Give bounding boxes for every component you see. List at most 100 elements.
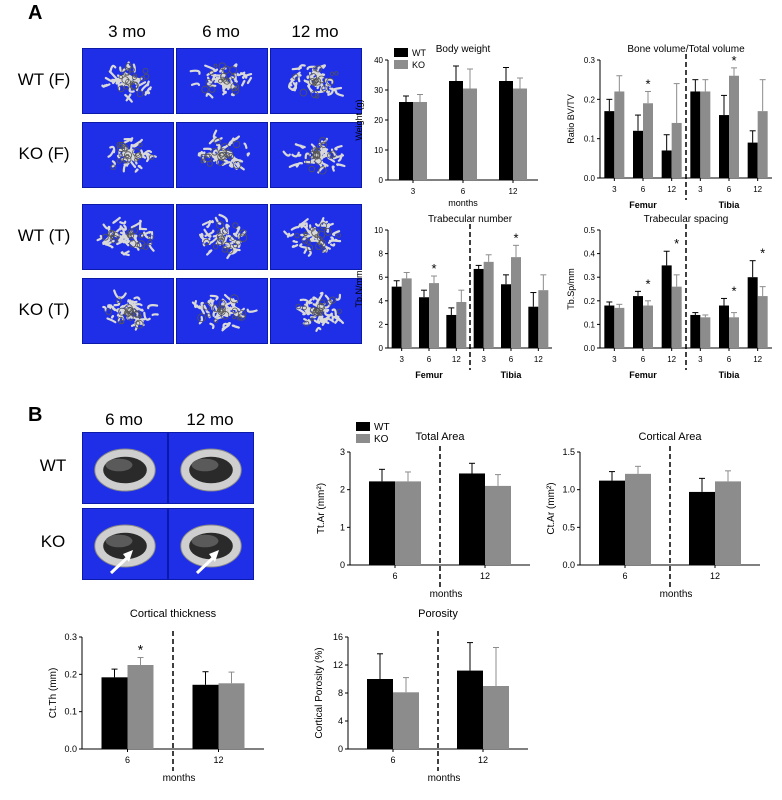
wt-bar xyxy=(457,670,483,749)
y-tick-label: 0.2 xyxy=(64,669,77,679)
x-tick-label: 12 xyxy=(213,755,223,765)
y-tick-label: 0.2 xyxy=(584,297,596,306)
wt-bar xyxy=(661,150,672,178)
panel-a-row-label: KO (F) xyxy=(18,144,70,163)
x-tick-label: 12 xyxy=(753,355,762,364)
ko-bar xyxy=(538,290,549,348)
x-tick-label: 6 xyxy=(727,355,732,364)
legend-label: WT xyxy=(412,48,426,58)
significance-marker: * xyxy=(431,261,436,276)
wt-bar xyxy=(101,677,128,749)
porosity-chart: Porosity 0 4 8 12 16 Cortical Porosity (%) 6 12 m… xyxy=(314,608,528,784)
y-tick-label: 0 xyxy=(379,176,384,185)
ko-bar xyxy=(671,286,682,348)
ko-bar xyxy=(700,317,711,348)
panel-a-row-label: WT (T) xyxy=(17,226,71,245)
ko-bar xyxy=(429,283,439,348)
legend-swatch xyxy=(356,434,370,443)
y-tick-label: 0.0 xyxy=(584,174,596,183)
x-tick-label: 12 xyxy=(667,355,676,364)
wt-bar xyxy=(367,679,393,749)
ko-bar xyxy=(483,261,494,348)
wt-bar xyxy=(719,305,729,348)
x-tick-label: 3 xyxy=(481,355,486,364)
chart-title: Body weight xyxy=(436,44,491,55)
x-tick-label: 12 xyxy=(667,185,676,194)
x-tick-label: 12 xyxy=(452,355,461,364)
x-tick-label: 12 xyxy=(509,187,518,196)
y-tick-label: 30 xyxy=(374,86,383,95)
y-tick-label: 0.2 xyxy=(584,95,596,104)
panel-b-row-label: KO xyxy=(40,532,66,551)
x-tick-label: 3 xyxy=(399,355,404,364)
x-tick-label: 6 xyxy=(427,355,432,364)
x-tick-label: 6 xyxy=(641,355,646,364)
y-tick-label: 10 xyxy=(374,226,383,235)
chart-title: Porosity xyxy=(418,608,458,620)
y-tick-label: 2 xyxy=(340,485,345,495)
chart-title: Cortical Area xyxy=(639,431,703,443)
ko-bar xyxy=(413,102,427,180)
legend-label: KO xyxy=(374,434,389,445)
wt-bar xyxy=(633,296,643,348)
panel-b-row-label: WT xyxy=(39,456,67,475)
wt-bar xyxy=(391,286,402,348)
ko-bar xyxy=(456,301,467,348)
x-tick-label: 12 xyxy=(478,755,488,765)
y-tick-label: 6 xyxy=(379,273,384,282)
y-tick-label: 4 xyxy=(379,297,384,306)
wt-bar xyxy=(446,314,457,348)
wt-bar xyxy=(473,268,484,348)
group-label: Femur xyxy=(629,370,657,380)
y-tick-label: 0.3 xyxy=(584,56,596,65)
white-arrow-icon xyxy=(109,550,133,575)
ko-bar xyxy=(511,257,521,348)
wt-bar xyxy=(747,277,758,348)
panel-a-col-header: 3 mo xyxy=(108,22,146,41)
y-axis-label: Tb.Sp/mm xyxy=(566,268,576,310)
trabecular-spacing-chart: Trabecular spacing 0.0 0.1 0.2 0.3 0.4 0.5 Tb.S… xyxy=(566,214,772,380)
wt-bar xyxy=(604,305,615,348)
wt-bar xyxy=(192,684,219,749)
legend-label: WT xyxy=(374,422,390,433)
cortical-area-chart: Cortical Area 0.0 0.5 1.0 1.5 Ct.Ar (mm²) 6 12 m… xyxy=(546,431,760,600)
wt-bar xyxy=(449,81,463,180)
y-tick-label: 40 xyxy=(374,56,383,65)
y-axis-label: Tb.N/mm xyxy=(354,271,364,308)
chart-title: Total Area xyxy=(416,431,466,443)
x-axis-label: months xyxy=(428,773,461,784)
group-label: Femur xyxy=(629,200,657,210)
x-tick-label: 6 xyxy=(622,571,627,581)
x-axis-label: months xyxy=(430,589,463,600)
ko-bar xyxy=(218,683,245,749)
x-tick-label: 6 xyxy=(392,571,397,581)
y-axis-label: Ratio BV/TV xyxy=(566,94,576,144)
y-tick-label: 8 xyxy=(338,688,343,698)
ko-bar xyxy=(671,122,682,178)
y-tick-label: 0.0 xyxy=(562,560,575,570)
y-tick-label: 16 xyxy=(333,632,343,642)
panel-b-label: B xyxy=(28,404,43,426)
cortical-thickness-chart: Cortical thickness 0.0 0.1 0.2 0.3 Ct.Th (mm)… xyxy=(48,608,264,784)
significance-marker: * xyxy=(731,283,736,298)
wt-bar xyxy=(459,473,485,565)
chart-title: Cortical thickness xyxy=(130,608,217,620)
x-tick-label: 3 xyxy=(411,187,416,196)
ko-bar xyxy=(483,686,509,749)
y-tick-label: 0.1 xyxy=(64,707,77,717)
significance-marker: * xyxy=(760,246,765,261)
wt-bar xyxy=(747,142,758,178)
y-tick-label: 0.3 xyxy=(64,632,77,642)
ko-bar xyxy=(625,473,651,565)
legend-label: KO xyxy=(412,60,425,70)
significance-marker: * xyxy=(645,76,650,91)
y-tick-label: 20 xyxy=(374,116,383,125)
significance-marker: * xyxy=(731,53,736,68)
x-tick-label: 3 xyxy=(612,355,617,364)
y-tick-label: 0 xyxy=(338,744,343,754)
chart-title: Trabecular number xyxy=(428,214,513,225)
y-tick-label: 1.5 xyxy=(562,447,575,457)
legend-swatch xyxy=(394,60,408,69)
y-axis-label: Cortical Porosity (%) xyxy=(314,647,325,738)
group-label: Tibia xyxy=(719,200,741,210)
